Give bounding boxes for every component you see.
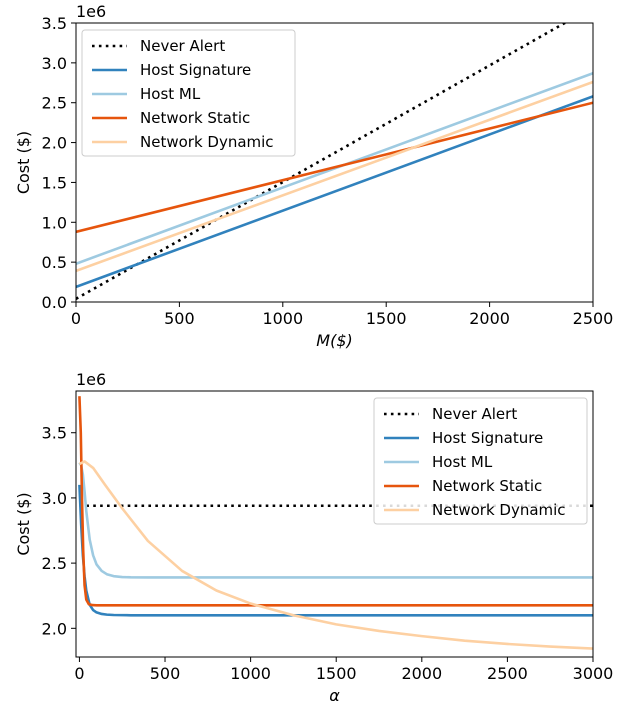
axis-offset-text: 1e6 — [76, 2, 106, 21]
y-tick-label: 3.0 — [42, 54, 67, 73]
series-line-host-ml — [78, 462, 593, 579]
legend-label: Never Alert — [432, 405, 517, 423]
series-lines — [76, 23, 593, 300]
x-axis-label: M($) — [316, 331, 352, 350]
legend-box — [81, 29, 296, 157]
y-tick-label: 2.5 — [42, 554, 67, 573]
series-line-network-static — [76, 101, 593, 234]
legend-label: Host ML — [140, 85, 201, 103]
y-tick-label: 1.0 — [42, 213, 67, 232]
series-line-host-signature — [76, 95, 593, 289]
y-tick-label: 2.0 — [42, 619, 67, 638]
legend-label: Network Static — [140, 109, 250, 127]
x-tick-label: 0 — [71, 309, 81, 328]
y-tick-label: 3.5 — [42, 14, 67, 33]
y-tick-label: 3.0 — [42, 489, 67, 508]
x-tick-label: 2000 — [401, 664, 442, 683]
y-tick-label: 1.5 — [42, 173, 67, 192]
legend-box — [373, 397, 588, 525]
x-tick-label: 500 — [164, 309, 195, 328]
chart-1: 0 500 1000 1500 2000 2500 0.0 0.5 1.0 1.5 2.0 2.5 3.… — [14, 2, 613, 350]
series-line-never-alert — [76, 23, 568, 300]
x-tick-label: 0 — [74, 664, 84, 683]
x-tick-label: 1500 — [316, 664, 357, 683]
x-tick-label: 1500 — [366, 309, 407, 328]
legend-label: Host ML — [432, 453, 493, 471]
series-line-network-static — [78, 396, 593, 607]
x-tick-label: 2500 — [487, 664, 528, 683]
legend-label: Network Dynamic — [140, 133, 274, 151]
plot-frame — [75, 22, 594, 303]
x-tick-label: 1000 — [230, 664, 271, 683]
y-axis-label: Cost ($) — [14, 492, 33, 555]
y-axis-label: Cost ($) — [14, 131, 33, 194]
series-line-network-dynamic — [76, 80, 593, 273]
legend-label: Host Signature — [432, 429, 543, 447]
y-tick-label: 0.5 — [42, 253, 67, 272]
x-tick-label: 2500 — [573, 309, 614, 328]
chart-2: 0 500 1000 1500 2000 2500 3000 2.0 2.5 3.0 3.5 1e6 α… — [14, 370, 613, 705]
y-tick-label: 2.0 — [42, 134, 67, 153]
legend-label: Host Signature — [140, 61, 251, 79]
x-axis-label: α — [329, 686, 340, 705]
legend: Never Alert Host Signature Host ML Network … — [373, 397, 588, 525]
x-tick-label: 500 — [150, 664, 181, 683]
series-line-network-dynamic — [78, 460, 593, 650]
plot-frame — [75, 390, 594, 658]
x-tick-label: 3000 — [573, 664, 614, 683]
y-tick-label: 3.5 — [42, 424, 67, 443]
axis-offset-text: 1e6 — [76, 370, 106, 389]
x-tick-label: 2000 — [469, 309, 510, 328]
series-lines — [78, 396, 593, 650]
legend-label: Never Alert — [140, 37, 225, 55]
legend: Never Alert Host Signature Host ML Network … — [81, 29, 296, 157]
legend-label: Network Static — [432, 477, 542, 495]
legend-label: Network Dynamic — [432, 501, 566, 519]
y-tick-label: 0.0 — [42, 293, 67, 312]
y-tick-label: 2.5 — [42, 94, 67, 113]
x-tick-label: 1000 — [262, 309, 303, 328]
